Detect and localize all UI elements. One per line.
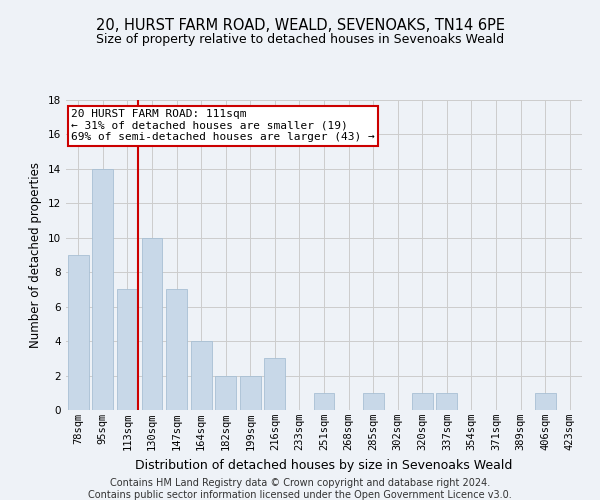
Bar [68, 255, 89, 410]
Bar [362, 393, 383, 410]
Bar [117, 290, 138, 410]
Bar [412, 393, 433, 410]
Bar [240, 376, 261, 410]
Text: Contains public sector information licensed under the Open Government Licence v3: Contains public sector information licen… [88, 490, 512, 500]
Bar [166, 290, 187, 410]
Bar [92, 169, 113, 410]
Text: Contains HM Land Registry data © Crown copyright and database right 2024.: Contains HM Land Registry data © Crown c… [110, 478, 490, 488]
Bar [436, 393, 457, 410]
Bar [191, 341, 212, 410]
Bar [215, 376, 236, 410]
X-axis label: Distribution of detached houses by size in Sevenoaks Weald: Distribution of detached houses by size … [136, 458, 512, 471]
Text: Size of property relative to detached houses in Sevenoaks Weald: Size of property relative to detached ho… [96, 32, 504, 46]
Text: 20, HURST FARM ROAD, WEALD, SEVENOAKS, TN14 6PE: 20, HURST FARM ROAD, WEALD, SEVENOAKS, T… [95, 18, 505, 32]
Bar [314, 393, 334, 410]
Bar [265, 358, 286, 410]
Y-axis label: Number of detached properties: Number of detached properties [29, 162, 43, 348]
Bar [142, 238, 163, 410]
Bar [535, 393, 556, 410]
Text: 20 HURST FARM ROAD: 111sqm
← 31% of detached houses are smaller (19)
69% of semi: 20 HURST FARM ROAD: 111sqm ← 31% of deta… [71, 110, 375, 142]
